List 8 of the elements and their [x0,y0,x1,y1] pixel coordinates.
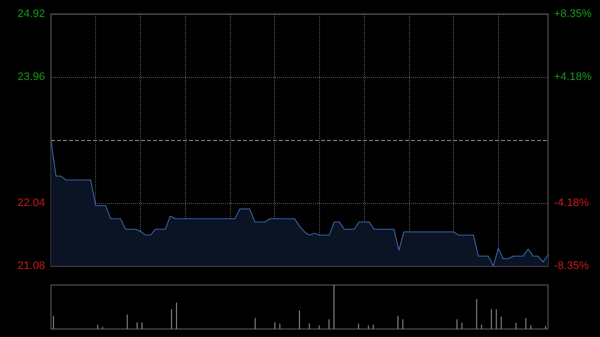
y-tick-label: 23.96 [17,71,45,83]
y2-tick-label: -8.35% [554,260,590,272]
y2-tick-label: +8.35% [554,8,592,20]
y-tick-label: 22.04 [17,197,45,209]
y-tick-label: 21.08 [17,260,45,272]
y2-tick-label: +4.18% [554,70,592,83]
y-tick-label: 24.92 [17,8,45,20]
y2-tick-label: -4.18% [554,197,590,210]
